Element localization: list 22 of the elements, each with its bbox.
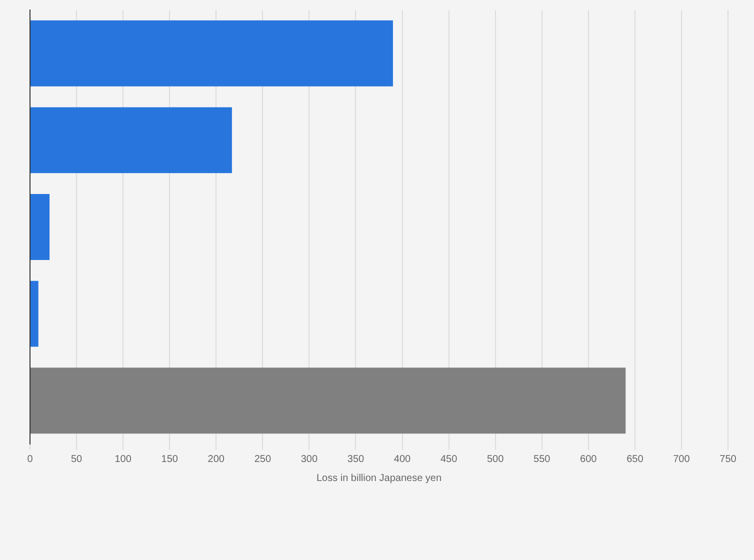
- x-tick-label: 100: [114, 454, 132, 465]
- x-tick-label: 500: [486, 454, 504, 465]
- x-tick-label: 550: [534, 454, 551, 465]
- bar: [30, 107, 232, 174]
- bar: [30, 194, 50, 260]
- x-tick-label: 200: [208, 454, 225, 465]
- x-axis-title: Loss in billion Japanese yen: [316, 472, 442, 484]
- x-tick-label: 300: [300, 454, 318, 465]
- x-tick-label: 600: [580, 454, 598, 465]
- x-tick-label: 350: [347, 454, 365, 465]
- x-tick-label: 700: [673, 454, 690, 465]
- bar: [30, 280, 38, 347]
- bar: [30, 368, 626, 434]
- x-tick-label: 150: [161, 454, 178, 465]
- x-tick-label: 750: [720, 454, 737, 465]
- x-tick-label: 450: [440, 454, 458, 465]
- x-tick-label: 400: [394, 454, 412, 465]
- bar: [30, 20, 393, 86]
- x-tick-label: 50: [70, 454, 83, 465]
- x-tick-label: 650: [626, 454, 644, 465]
- x-tick-label: 250: [254, 454, 272, 465]
- x-tick-label: 0: [27, 454, 34, 465]
